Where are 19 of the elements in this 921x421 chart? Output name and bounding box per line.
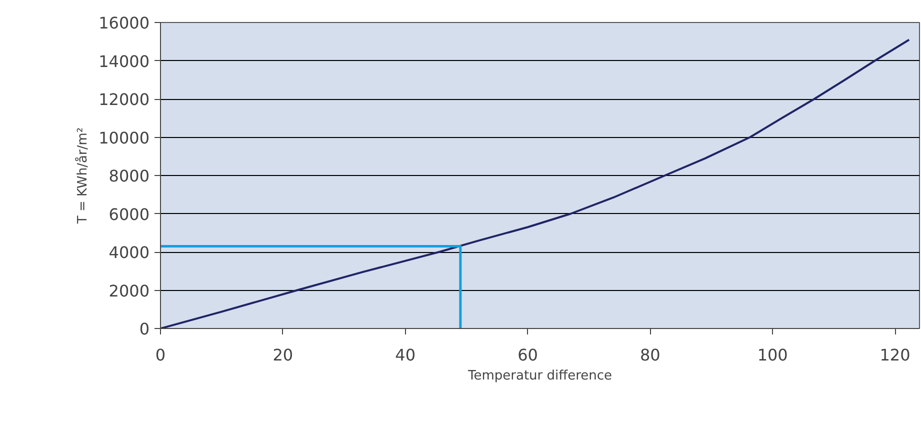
y-axis-title: T = KWh/år/m² (74, 127, 91, 225)
x-tick-label: 0 (155, 346, 166, 364)
x-tick-label: 40 (395, 346, 416, 364)
y-tick-label: 14000 (98, 52, 150, 71)
y-tick-label: 6000 (108, 204, 150, 224)
y-tick-label: 8000 (108, 166, 150, 186)
y-tick-label: 4000 (108, 243, 150, 262)
y-tick-label: 10000 (98, 128, 150, 148)
x-tick-label: 80 (640, 346, 660, 364)
x-tick-label: 60 (518, 346, 538, 364)
x-tick-label: 120 (880, 346, 910, 364)
y-tick-label: 2000 (108, 281, 150, 300)
x-tick-label: 100 (757, 346, 788, 364)
x-tick-label: 20 (272, 346, 294, 364)
y-tick-label: 16000 (98, 14, 150, 32)
x-axis-title: Temperatur difference (466, 368, 612, 384)
y-tick-label: 12000 (98, 90, 150, 109)
y-tick-label: 0 (139, 320, 150, 338)
line-series (160, 38, 910, 328)
